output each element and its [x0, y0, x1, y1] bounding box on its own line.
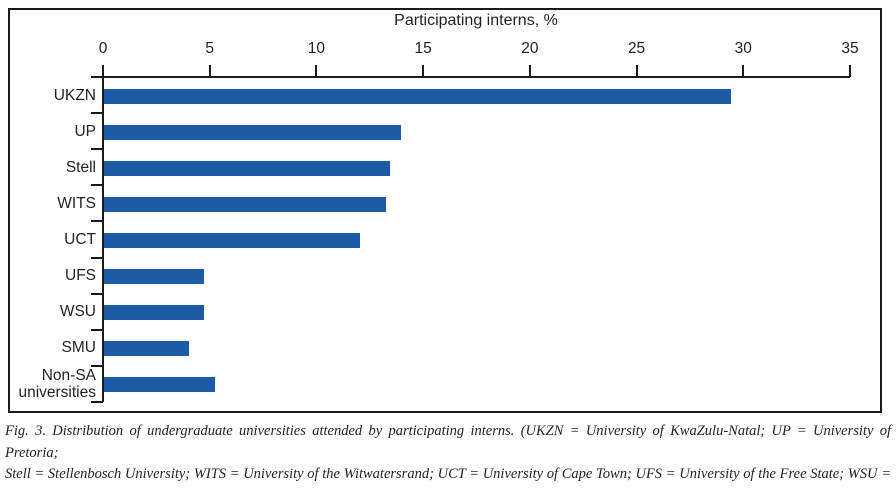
- x-axis-title: Participating interns, %: [394, 12, 558, 29]
- y-boundary-tick-7: [91, 328, 103, 331]
- bar-smu: [104, 341, 190, 357]
- y-boundary-tick-2: [91, 148, 103, 151]
- x-tick-label-20: 20: [521, 40, 539, 57]
- category-label-wsu: WSU: [59, 303, 96, 321]
- x-tick-label-35: 35: [841, 40, 859, 57]
- caption-line-2: Stell = Stellenbosch University; WITS = …: [5, 466, 891, 490]
- caption-line-1: Fig. 3. Distribution of undergraduate un…: [5, 423, 891, 461]
- x-tick-mark-25: [635, 65, 638, 77]
- bar-wits: [104, 196, 386, 212]
- category-label-ukzn: UKZN: [53, 86, 96, 104]
- bar-ufs: [104, 269, 205, 285]
- y-boundary-tick-1: [91, 112, 103, 115]
- x-tick-mark-5: [208, 65, 211, 77]
- category-label-up: UP: [74, 122, 96, 140]
- category-label-uct: UCT: [64, 230, 96, 248]
- category-label-smu: SMU: [61, 339, 96, 357]
- bar-wsu: [104, 305, 205, 321]
- category-label-stell: Stell: [65, 158, 96, 176]
- x-tick-label-30: 30: [734, 40, 752, 57]
- x-tick-label-25: 25: [627, 40, 646, 57]
- y-boundary-tick-0: [91, 76, 103, 78]
- y-boundary-tick-5: [91, 256, 103, 259]
- y-boundary-tick-9: [91, 400, 103, 403]
- bar-uct: [104, 232, 361, 248]
- x-tick-label-5: 5: [205, 40, 215, 57]
- bar-up: [104, 124, 401, 140]
- x-tick-mark-0: [102, 65, 104, 77]
- y-boundary-tick-8: [91, 364, 103, 367]
- y-boundary-tick-4: [91, 220, 103, 223]
- bar-ukzn: [104, 88, 732, 104]
- x-tick-mark-20: [528, 65, 531, 77]
- category-label-non-sa-universities: Non-SA universities: [18, 366, 96, 401]
- figure-caption: Fig. 3. Distribution of undergraduate un…: [5, 421, 891, 490]
- category-label-wits: WITS: [57, 194, 96, 212]
- category-label-ufs: UFS: [65, 267, 96, 285]
- x-tick-mark-30: [742, 65, 745, 77]
- y-axis-line: [102, 65, 104, 402]
- bar-stell: [104, 160, 390, 176]
- x-tick-mark-35: [849, 65, 851, 77]
- y-boundary-tick-3: [91, 184, 103, 187]
- x-axis-line: [91, 76, 850, 78]
- x-tick-mark-10: [315, 65, 318, 77]
- y-boundary-tick-6: [91, 292, 103, 295]
- x-tick-mark-15: [422, 65, 425, 77]
- bar-non-sa-universities: [104, 377, 215, 393]
- x-tick-label-15: 15: [414, 40, 432, 57]
- x-tick-label-10: 10: [307, 40, 326, 57]
- x-tick-label-0: 0: [98, 40, 108, 57]
